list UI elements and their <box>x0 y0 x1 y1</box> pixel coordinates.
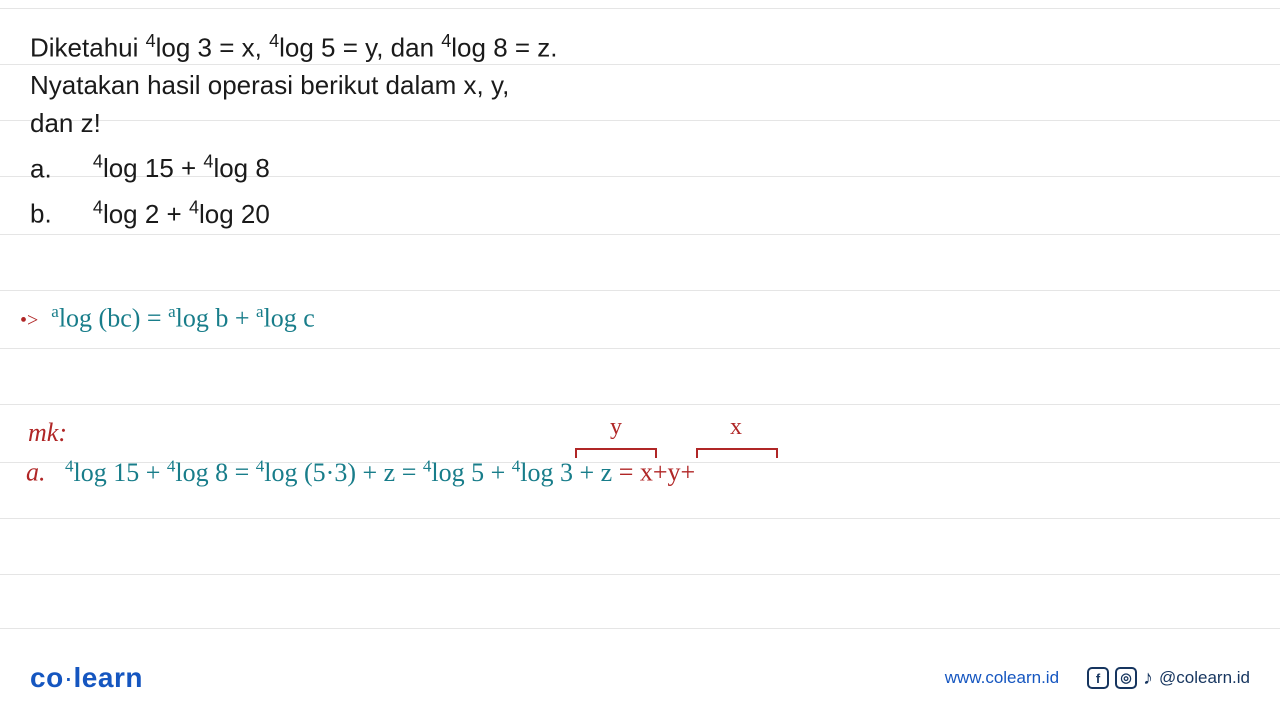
text: log 3 = x, <box>156 33 269 63</box>
log-base: 4 <box>93 197 103 217</box>
log-base: 4 <box>512 456 521 475</box>
text: log 20 <box>199 199 270 229</box>
footer: co·learn www.colearn.id f ◎ ♪ @colearn.i… <box>30 662 1250 694</box>
label: a. <box>30 153 52 183</box>
log-base: 4 <box>269 31 279 51</box>
log-base: 4 <box>203 152 213 172</box>
rule-line <box>0 574 1280 575</box>
text: Diketahui <box>30 33 146 63</box>
log-base: a <box>51 302 59 321</box>
text: log (5·3) + z <box>264 458 395 487</box>
website-url: www.colearn.id <box>945 668 1059 688</box>
expr-step: 4log (5·3) + z <box>256 458 395 487</box>
text: log 8 <box>213 153 269 183</box>
log-base: 4 <box>65 456 74 475</box>
question-b: b. 4log 2 + 4log 20 <box>30 194 650 233</box>
annotation-y: y <box>610 414 622 441</box>
rule-line <box>0 404 1280 405</box>
expr-step: 4log 5 + 4log 3 + z <box>423 458 612 487</box>
question-a-expr: 4log 15 + 4log 8 <box>93 153 270 183</box>
social-handle: @colearn.id <box>1159 668 1250 688</box>
problem-block: Diketahui 4log 3 = x, 4log 5 = y, dan 4l… <box>30 28 650 233</box>
log-base: a <box>256 302 264 321</box>
logo-text: co <box>30 662 64 693</box>
log-base: 4 <box>146 31 156 51</box>
log-base: a <box>168 302 176 321</box>
annotation-x: x <box>730 414 742 441</box>
rule-line <box>0 290 1280 291</box>
text: log 2 + <box>103 199 189 229</box>
equals: = <box>612 458 640 487</box>
bracket-icon <box>696 448 778 456</box>
label: a. <box>26 458 46 487</box>
footer-right: www.colearn.id f ◎ ♪ @colearn.id <box>945 667 1250 690</box>
arrow-icon: •> <box>20 310 38 332</box>
log-identity: •> alog (bc) = alog b + alog c <box>20 302 315 334</box>
equals: = <box>228 458 256 487</box>
result: x+y+ <box>640 458 695 487</box>
expr-lhs: 4log 15 + 4log 8 <box>65 458 228 487</box>
logo-text: learn <box>74 662 143 693</box>
text: log (bc) = <box>59 304 168 333</box>
label: b. <box>30 199 52 229</box>
equals: = <box>395 458 423 487</box>
tiktok-icon: ♪ <box>1143 667 1153 690</box>
text: log 3 + z <box>520 458 612 487</box>
text: log 15 + <box>103 153 203 183</box>
text: log 8 <box>175 458 228 487</box>
rule-line <box>0 348 1280 349</box>
log-base: 4 <box>93 152 103 172</box>
problem-line-3: dan z! <box>30 105 650 143</box>
text: log b + <box>176 304 256 333</box>
facebook-icon: f <box>1087 667 1109 689</box>
text: log 5 = y, dan <box>279 33 441 63</box>
rule-line <box>0 518 1280 519</box>
logo-dot: · <box>64 662 74 693</box>
brand-logo: co·learn <box>30 662 143 694</box>
problem-line-2: Nyatakan hasil operasi berikut dalam x, … <box>30 67 650 105</box>
text: log 15 + <box>74 458 167 487</box>
rule-line <box>0 8 1280 9</box>
question-b-expr: 4log 2 + 4log 20 <box>93 199 270 229</box>
bracket-icon <box>575 448 657 456</box>
instagram-icon: ◎ <box>1115 667 1137 689</box>
question-a: a. 4log 15 + 4log 8 <box>30 149 650 188</box>
mk-label: mk: <box>28 418 67 448</box>
problem-line-1: Diketahui 4log 3 = x, 4log 5 = y, dan 4l… <box>30 28 650 67</box>
log-base: 4 <box>441 31 451 51</box>
rule-line <box>0 234 1280 235</box>
log-base: 4 <box>189 197 199 217</box>
text: log c <box>264 304 315 333</box>
social-links: f ◎ ♪ @colearn.id <box>1087 667 1250 690</box>
rule-line <box>0 628 1280 629</box>
solution-a: a. 4log 15 + 4log 8 = 4log (5·3) + z = 4… <box>26 456 695 488</box>
text: log 8 = z. <box>451 33 557 63</box>
text: log 5 + <box>431 458 511 487</box>
